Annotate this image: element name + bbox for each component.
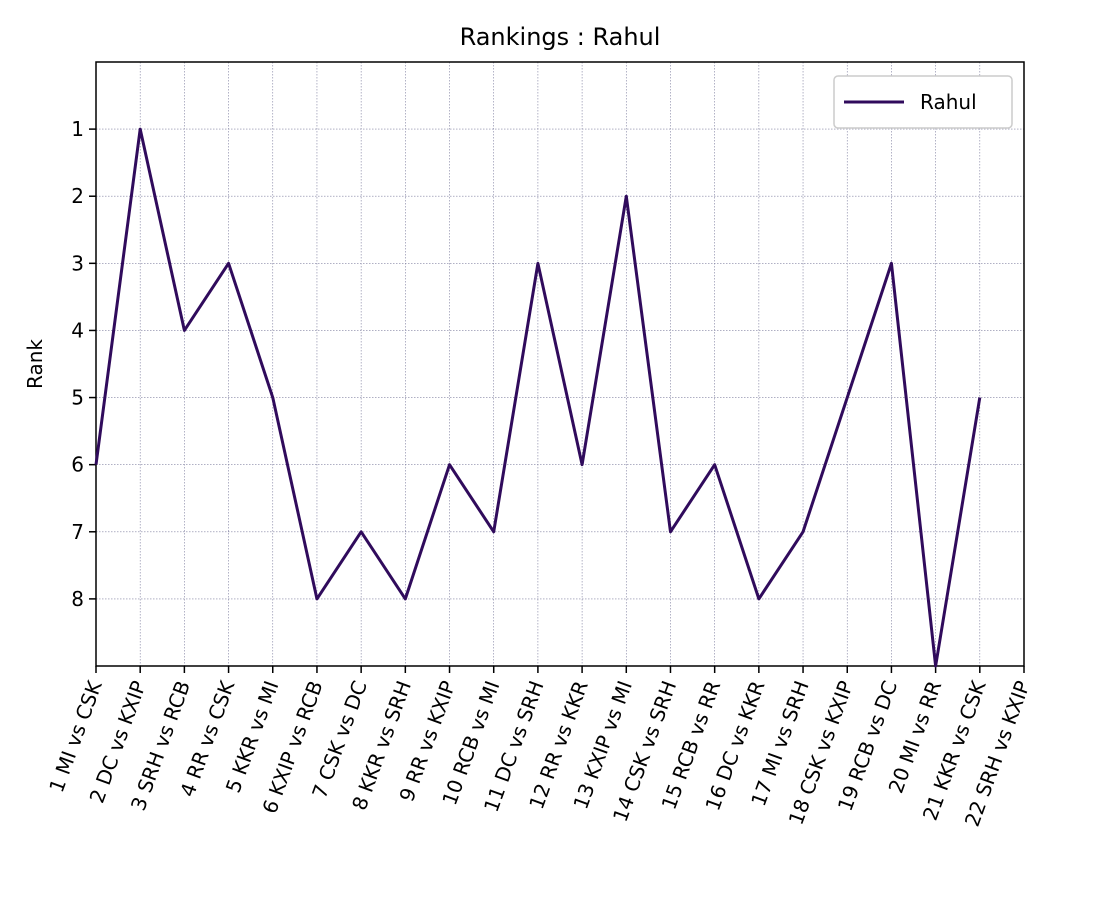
y-tick-label: 6 <box>71 453 84 477</box>
legend-box <box>833 75 1013 129</box>
y-tick-label: 3 <box>71 251 84 275</box>
plot-frame <box>95 61 1025 667</box>
y-tick-label: 5 <box>71 386 84 410</box>
y-tick-label: 4 <box>71 318 84 342</box>
y-tick-label: 2 <box>71 184 84 208</box>
chart-title: Rankings : Rahul <box>460 23 661 51</box>
line <box>94 127 982 668</box>
y-tick-label: 7 <box>71 520 84 544</box>
y-tick-label: 1 <box>71 117 84 141</box>
legend-label: Rahul <box>920 90 977 114</box>
y-tick-label: 8 <box>71 587 84 611</box>
y-axis-label: Rank <box>23 339 47 389</box>
